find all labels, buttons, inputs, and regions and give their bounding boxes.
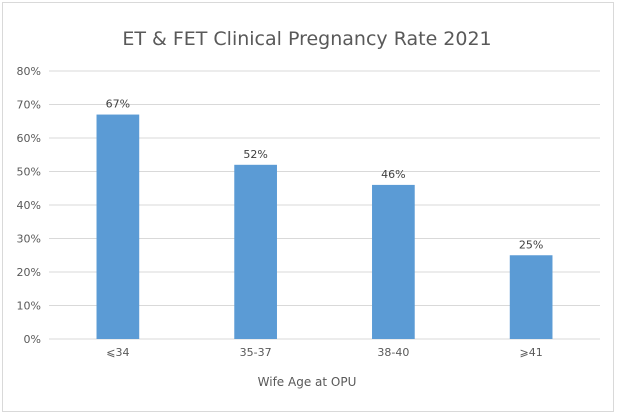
chart-container: ET & FET Clinical Pregnancy Rate 2021 0%… [2,2,614,412]
x-tick-label: ⩽34 [106,346,129,359]
y-tick-label: 0% [24,333,41,346]
data-label: 52% [243,148,267,161]
y-tick-label: 30% [17,233,41,246]
bars [96,114,553,339]
y-tick-label: 60% [17,132,41,145]
x-tick-label: 35-37 [240,346,272,359]
data-label: 67% [106,98,130,111]
x-axis-tick-labels: ⩽34 35-37 38-40 ⩾41 [106,346,542,359]
y-axis-tick-labels: 0% 10% 20% 30% 40% 50% 60% 70% 80% [17,65,41,346]
y-tick-label: 80% [17,65,41,78]
data-label: 25% [519,238,543,251]
bar [372,184,415,339]
y-tick-label: 20% [17,266,41,279]
y-tick-label: 70% [17,99,41,112]
bar [234,164,277,339]
data-labels: 67% 52% 46% 25% [106,98,544,252]
x-tick-label: 38-40 [377,346,409,359]
chart-title: ET & FET Clinical Pregnancy Rate 2021 [122,28,491,50]
x-axis-title: Wife Age at OPU [258,375,357,389]
gridlines [49,70,600,340]
bar-chart: ET & FET Clinical Pregnancy Rate 2021 0%… [17,28,600,389]
bar [96,114,140,339]
y-tick-label: 50% [17,166,41,179]
y-tick-label: 10% [17,300,41,313]
x-tick-label: ⩾41 [520,346,543,359]
bar [509,255,553,339]
y-tick-label: 40% [17,199,41,212]
data-label: 46% [381,168,405,181]
